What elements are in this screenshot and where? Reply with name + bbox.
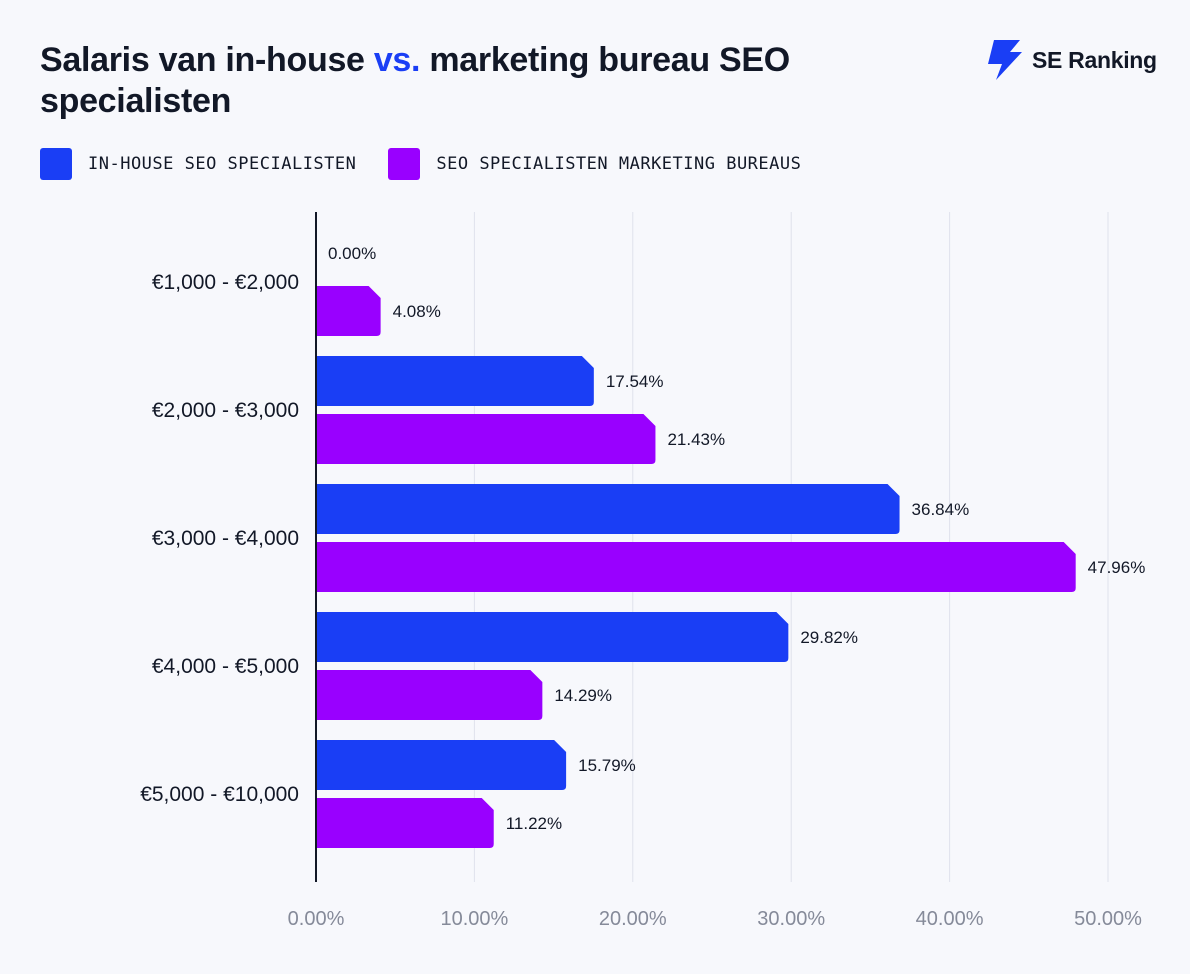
category-label: €2,000 - €3,000 [152, 399, 299, 422]
category-label: €3,000 - €4,000 [152, 527, 299, 550]
data-label: 11.22% [506, 814, 562, 833]
category-label: €5,000 - €10,000 [140, 783, 299, 806]
bar-bureau [316, 414, 656, 464]
bar-inhouse [316, 356, 594, 406]
bar-inhouse [316, 484, 900, 534]
se-ranking-logo: SE Ranking [986, 40, 1157, 80]
x-tick-label: 40.00% [916, 908, 984, 930]
legend-item-bureau: SEO SPECIALISTEN MARKETING BUREAUS [388, 148, 801, 180]
category-label: €4,000 - €5,000 [152, 655, 299, 678]
bar-bureau [316, 798, 494, 848]
x-tick-label: 50.00% [1074, 908, 1142, 930]
title-accent: vs. [373, 41, 421, 79]
se-ranking-bolt-icon [988, 40, 1022, 80]
data-label: 14.29% [554, 686, 612, 705]
data-label: 47.96% [1088, 558, 1146, 577]
legend-swatch-bureau [388, 148, 421, 180]
chart-title: Salaris van in-house vs. marketing burea… [40, 40, 920, 122]
x-tick-label: 0.00% [288, 908, 345, 930]
data-label: 15.79% [578, 756, 636, 775]
title-part-2: marketing bureau SEO specialisten [40, 41, 790, 120]
data-label: 0.00% [328, 244, 376, 263]
data-label: 17.54% [606, 372, 664, 391]
title-part-1: Salaris van in-house [40, 41, 374, 79]
bar-bureau [316, 286, 381, 336]
legend: IN-HOUSE SEO SPECIALISTEN SEO SPECIALIST… [40, 148, 833, 180]
bar-bureau [316, 542, 1076, 592]
data-label: 21.43% [667, 430, 725, 449]
legend-item-inhouse: IN-HOUSE SEO SPECIALISTEN [40, 148, 356, 180]
x-tick-label: 30.00% [757, 908, 825, 930]
logo-text: SE Ranking [1032, 46, 1157, 73]
bar-inhouse [316, 612, 789, 662]
legend-label-inhouse: IN-HOUSE SEO SPECIALISTEN [88, 154, 357, 174]
category-label: €1,000 - €2,000 [152, 271, 299, 294]
x-tick-label: 20.00% [599, 908, 667, 930]
bar-bureau [316, 670, 543, 720]
legend-label-bureau: SEO SPECIALISTEN MARKETING BUREAUS [436, 154, 802, 174]
data-label: 29.82% [800, 628, 858, 647]
x-tick-label: 10.00% [440, 908, 508, 930]
bar-inhouse [316, 740, 567, 790]
data-label: 4.08% [393, 302, 441, 321]
data-label: 36.84% [912, 500, 970, 519]
legend-swatch-inhouse [40, 148, 72, 180]
